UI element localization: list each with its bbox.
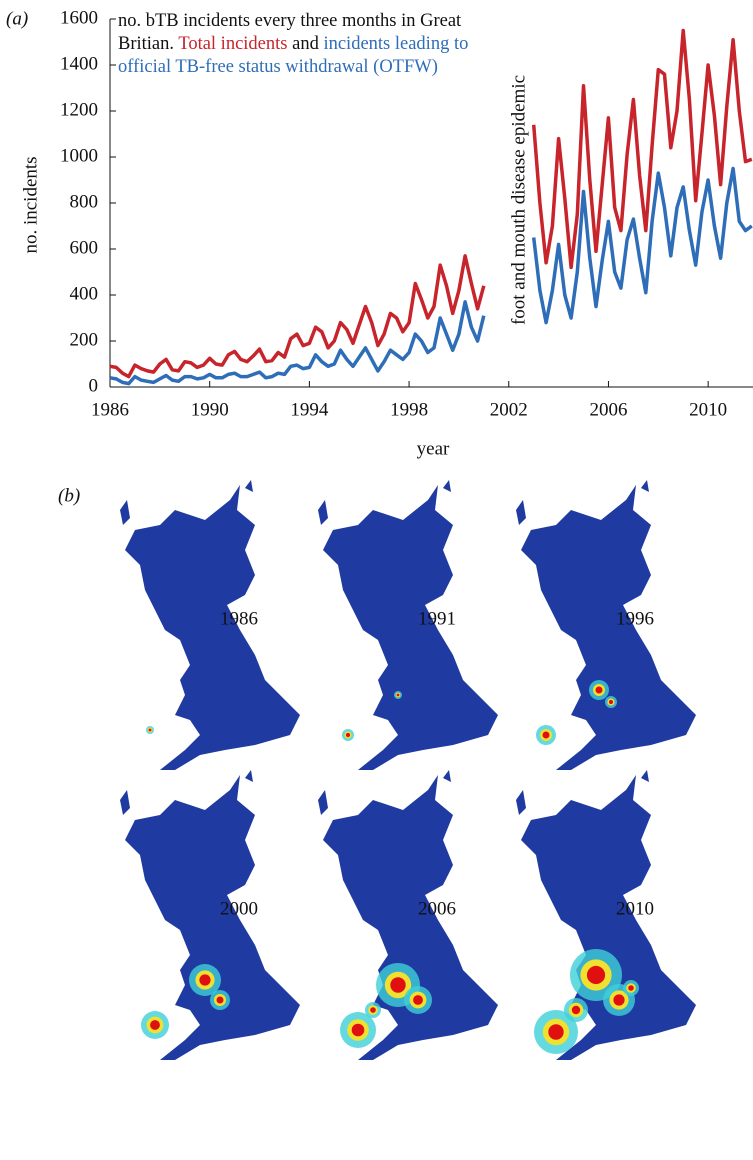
legend-entry: Total incidents bbox=[178, 34, 288, 54]
hotspot bbox=[396, 693, 400, 697]
map-shape bbox=[120, 480, 300, 770]
x-axis-label: year bbox=[417, 438, 450, 459]
x-tick-label: 1998 bbox=[390, 399, 428, 420]
legend-entry: incidents leading to official TB-free st… bbox=[118, 34, 469, 77]
series-line bbox=[109, 166, 753, 386]
map: 2010 bbox=[516, 770, 696, 1060]
hotspot bbox=[613, 994, 625, 1006]
hotspot bbox=[148, 728, 152, 732]
map-year: 1996 bbox=[616, 608, 654, 629]
y-tick-label: 1400 bbox=[60, 53, 98, 74]
legend-joiner: and bbox=[292, 34, 319, 54]
hotspot bbox=[548, 1024, 564, 1040]
map-year: 2000 bbox=[220, 898, 258, 919]
x-tick-label: 1990 bbox=[191, 399, 229, 420]
chart-note: no. bTB incidents every three months in … bbox=[118, 10, 508, 79]
map: 1991 bbox=[318, 480, 498, 770]
x-tick-label: 2002 bbox=[490, 399, 528, 420]
map: 2000 bbox=[120, 770, 300, 1060]
y-tick-label: 0 bbox=[89, 375, 99, 396]
hotspot bbox=[595, 686, 603, 694]
y-tick-label: 800 bbox=[70, 191, 99, 212]
map-year: 1986 bbox=[220, 608, 258, 629]
y-tick-label: 1200 bbox=[60, 99, 98, 120]
x-tick-label: 1994 bbox=[290, 399, 329, 420]
y-tick-label: 200 bbox=[70, 329, 99, 350]
hotspot bbox=[390, 977, 406, 993]
y-tick-label: 400 bbox=[70, 283, 99, 304]
y-axis-label: no. incidents bbox=[20, 156, 41, 253]
map-shape bbox=[318, 480, 498, 770]
y-tick-label: 600 bbox=[70, 237, 99, 258]
hotspot bbox=[199, 974, 211, 986]
hotspot bbox=[150, 1020, 160, 1030]
map-shape bbox=[318, 770, 498, 1060]
y-tick-label: 1000 bbox=[60, 145, 98, 166]
hotspot bbox=[608, 699, 614, 705]
hotspot bbox=[413, 995, 423, 1005]
map: 1996 bbox=[516, 480, 696, 770]
hotspot bbox=[586, 965, 606, 985]
y-tick-label: 1600 bbox=[60, 7, 98, 28]
hotspot bbox=[216, 996, 224, 1004]
hotspot bbox=[542, 731, 550, 739]
map-year: 2010 bbox=[616, 898, 654, 919]
hotspot bbox=[571, 1005, 581, 1015]
maps: 1986 1991 1996 2000 2006 2010 bbox=[120, 480, 696, 1060]
annotation: foot and mouth disease epidemic bbox=[508, 75, 529, 325]
chart-title: no. bTB incidents every three months in … bbox=[118, 11, 462, 54]
map-year: 1991 bbox=[418, 608, 456, 629]
map: 2006 bbox=[318, 770, 498, 1060]
hotspot bbox=[351, 1023, 365, 1037]
panel-label: (a) bbox=[6, 8, 28, 29]
x-tick-label: 1986 bbox=[91, 399, 129, 420]
map: 1986 bbox=[120, 480, 300, 770]
x-tick-label: 2006 bbox=[589, 399, 627, 420]
series-line bbox=[109, 28, 753, 379]
hotspot bbox=[345, 732, 351, 738]
hotspot bbox=[628, 985, 634, 991]
hotspot bbox=[370, 1007, 376, 1013]
map-year: 2006 bbox=[418, 898, 456, 919]
panel-label: (b) bbox=[58, 485, 80, 506]
x-tick-label: 2010 bbox=[689, 399, 727, 420]
